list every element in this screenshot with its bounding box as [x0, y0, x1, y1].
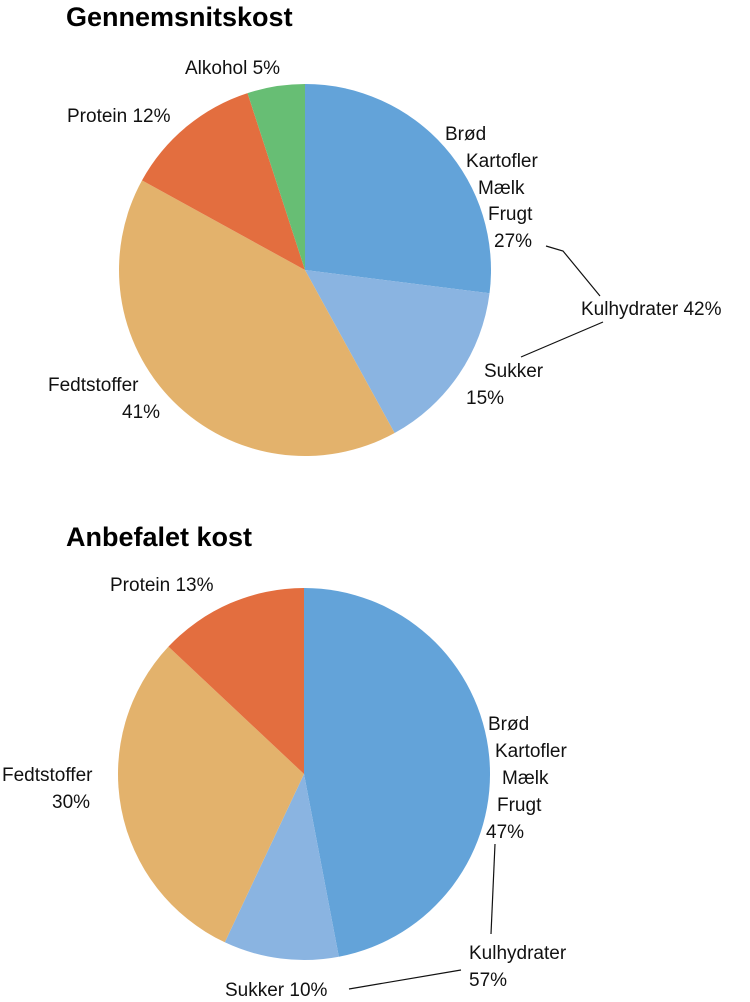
pie-chart-anbefalet-kost: Anbefalet kost Brød Kartofler Mælk Frugt… — [2, 522, 567, 1001]
pie-slice-sukker — [224, 774, 339, 961]
label-fedtstoffer: Fedtstoffer — [48, 375, 139, 396]
pie1-slices — [117, 588, 491, 961]
label-maelk: Mælk — [502, 768, 549, 789]
label-pct-fedtstoffer: 30% — [52, 792, 90, 813]
label-kulhydrater: Kulhydrater — [469, 943, 567, 964]
label-pct-fedtstoffer: 41% — [122, 402, 160, 423]
pie-slice-sukker — [305, 270, 490, 433]
label-pct-kulhydrater: 57% — [469, 970, 507, 991]
label-pct-sukker: 15% — [466, 388, 504, 409]
label-brod: Brød — [488, 714, 529, 735]
pie-slice-protein — [142, 93, 305, 270]
label-alkohol: Alkohol 5% — [185, 58, 280, 79]
pie-slice-fedtstoffer — [119, 180, 395, 456]
pie-slice-alkohol — [247, 84, 305, 270]
label-protein: Protein 12% — [67, 106, 171, 127]
label-protein: Protein 13% — [110, 575, 214, 596]
label-frugt: Frugt — [488, 204, 533, 225]
label-pct-brod: 47% — [486, 822, 524, 843]
label-sukker: Sukker — [484, 361, 544, 382]
pie-slice-protein — [168, 588, 304, 774]
label-maelk: Mælk — [478, 178, 525, 199]
pie-slice-brod — [305, 84, 491, 294]
label-kulhydrater: Kulhydrater 42% — [581, 299, 722, 320]
label-kartofler: Kartofler — [466, 151, 538, 172]
leader-line-sukker — [520, 321, 604, 358]
pie-slice-brod — [304, 588, 491, 957]
label-kartofler: Kartofler — [495, 741, 567, 762]
label-pct-brod: 27% — [494, 231, 532, 252]
pie0-slices — [119, 84, 491, 456]
leader-line-brod — [545, 245, 601, 297]
chart-title-anbefalet-kost: Anbefalet kost — [66, 522, 252, 552]
label-brod: Brød — [445, 124, 486, 145]
leader-line-brod — [490, 843, 496, 935]
label-sukker: Sukker 10% — [225, 980, 328, 1001]
leader-line-sukker — [348, 969, 462, 990]
pie-chart-gennemsnitskost: Gennemsnitskost Brød Kartofler Mælk Frug… — [48, 2, 722, 456]
label-fedtstoffer: Fedtstoffer — [2, 765, 93, 786]
chart-title-gennemsnitskost: Gennemsnitskost — [66, 2, 293, 32]
pie-slice-fedtstoffer — [117, 646, 304, 943]
label-frugt: Frugt — [497, 795, 542, 816]
